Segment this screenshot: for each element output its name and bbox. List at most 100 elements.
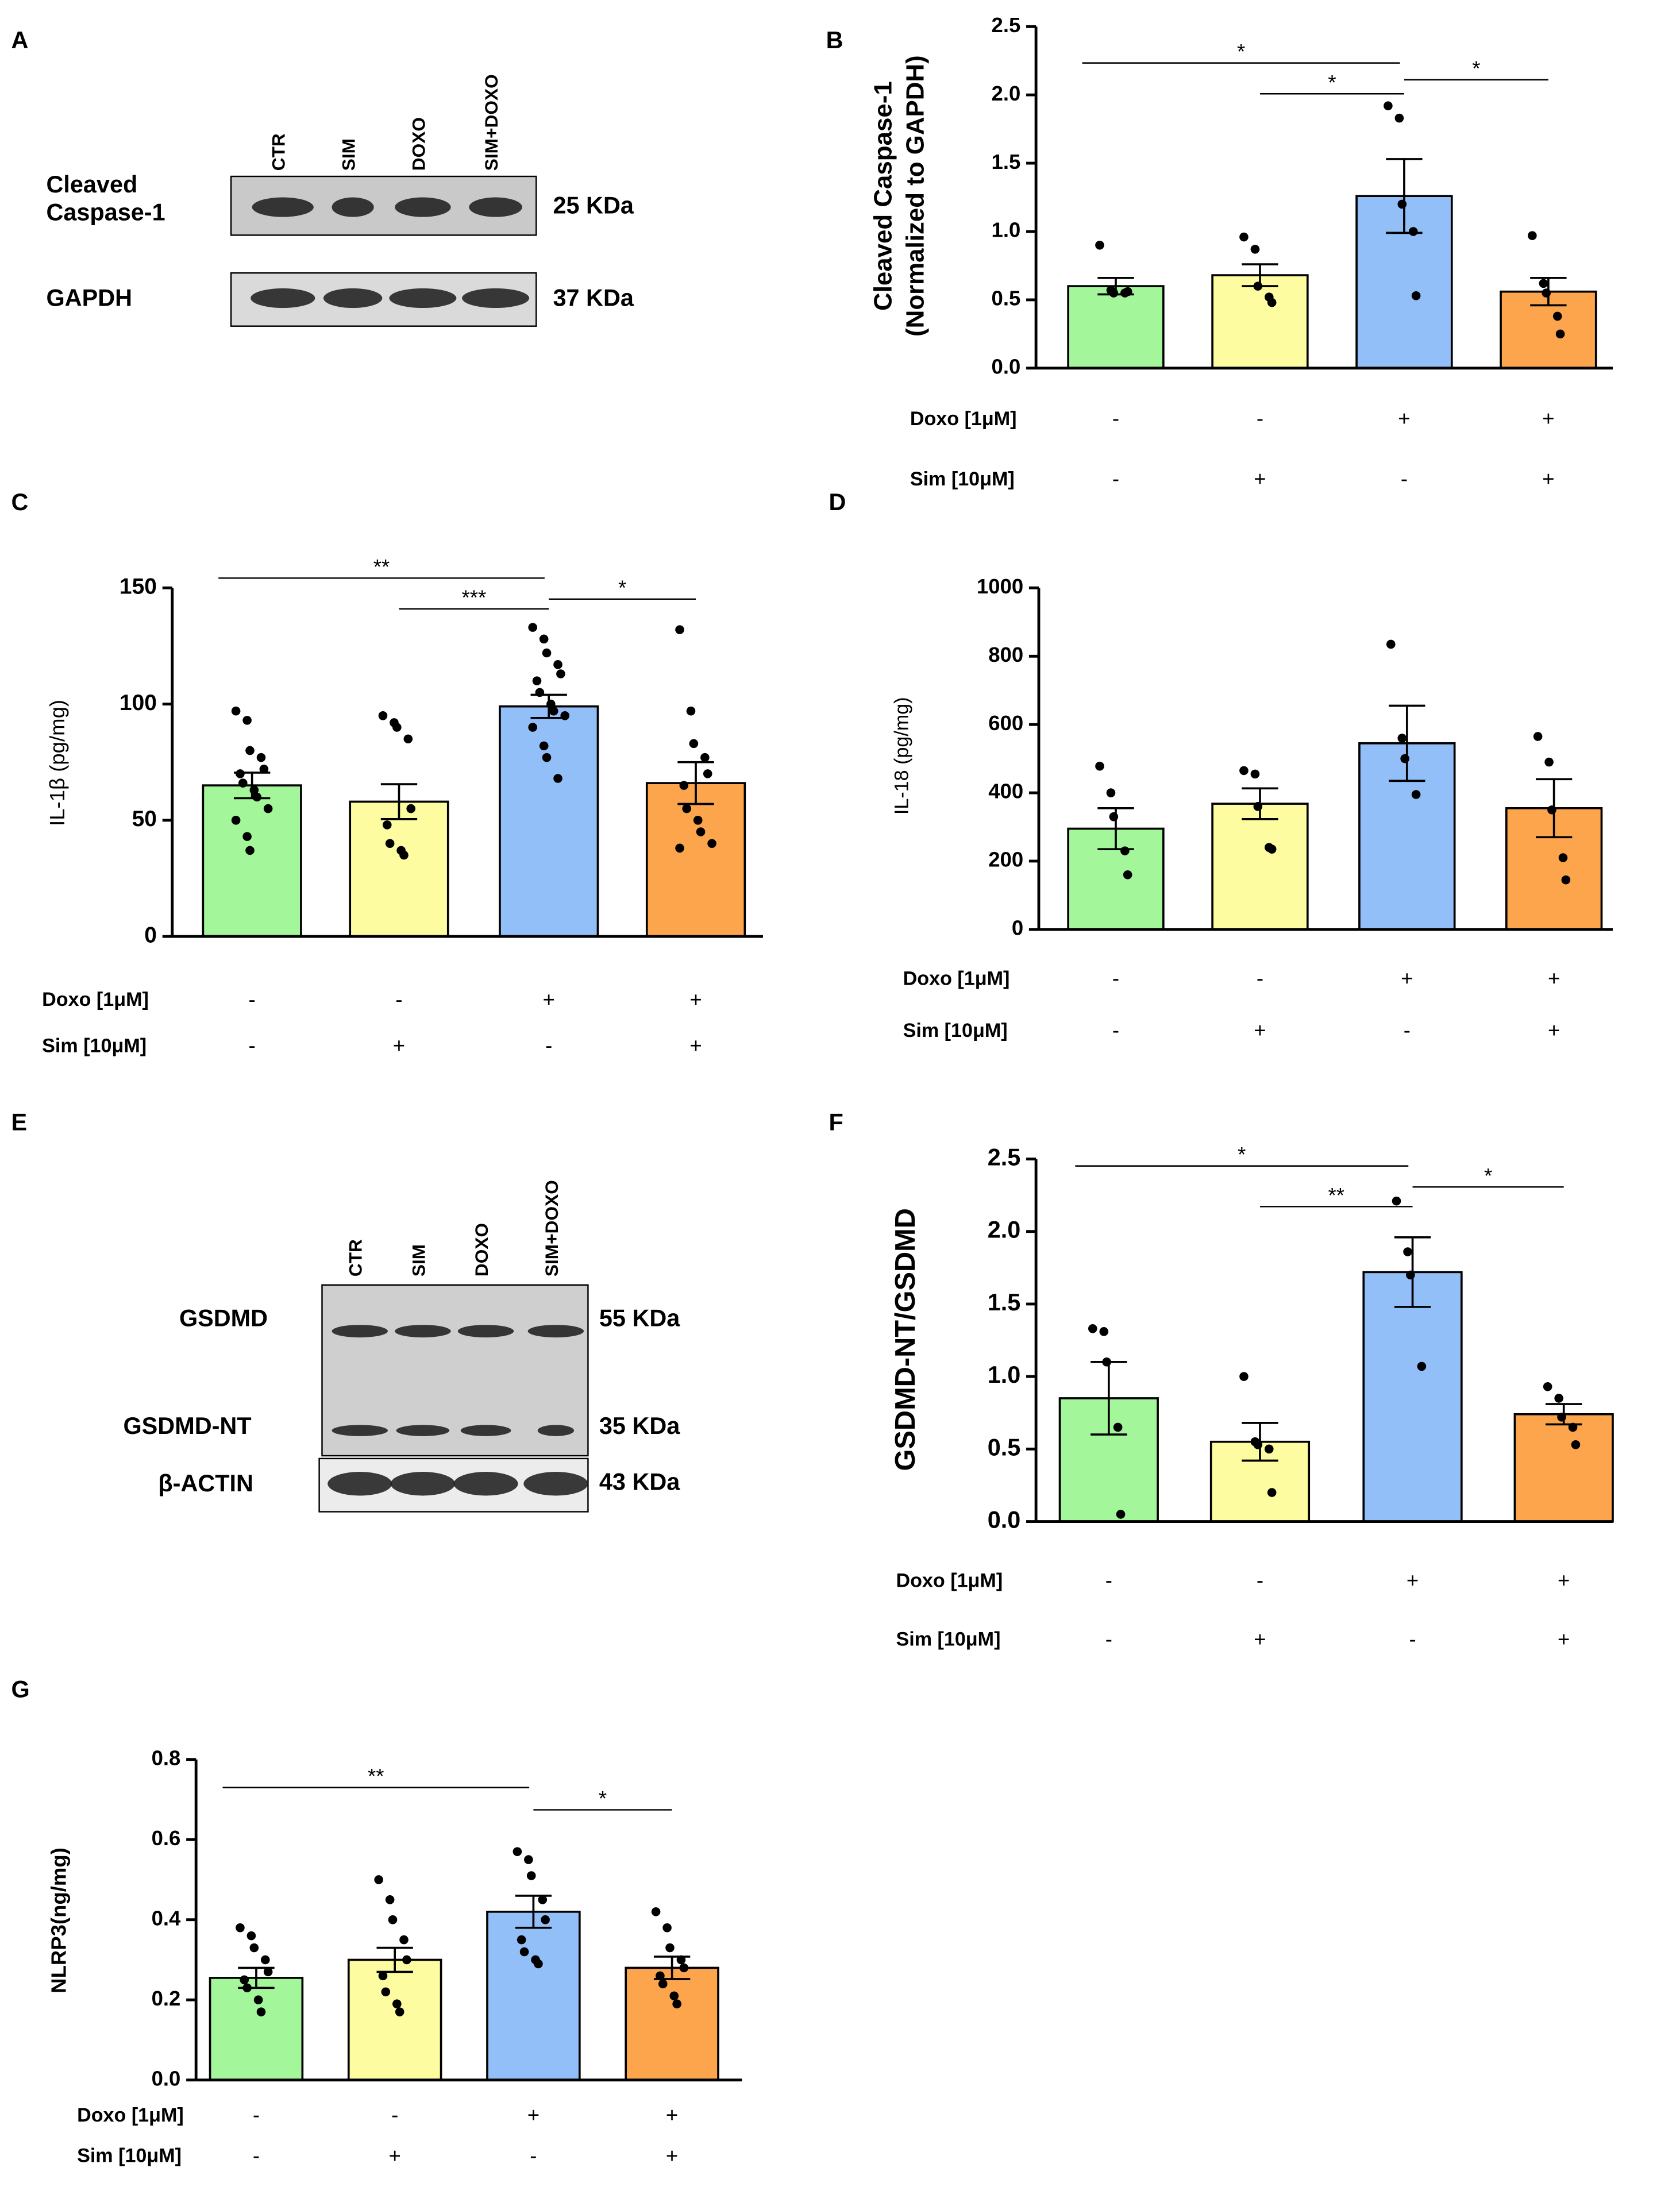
panel-letter: D [829,489,846,515]
data-point [519,1947,529,1957]
blot-band [390,1472,455,1496]
condition-sign: + [1401,966,1413,990]
data-point [528,623,537,632]
data-point [689,739,699,749]
condition-label: Sim [10μM] [903,1020,1008,1042]
significance-label: * [618,576,626,599]
data-point [682,804,691,813]
error-bar [653,1956,691,1980]
condition-sign: - [391,2103,398,2127]
blot-band [251,288,315,308]
data-point [651,1907,661,1916]
data-point [1403,1247,1412,1256]
data-point [261,1955,270,1965]
data-point [538,1895,548,1904]
blot-band [323,288,383,308]
bar [625,1966,719,2081]
blot-band [453,1472,518,1496]
data-point [675,625,684,634]
data-point [1120,846,1130,855]
data-point [1239,1372,1249,1381]
data-point [1265,1444,1274,1454]
data-point [1088,1324,1097,1333]
blot-band [395,197,451,217]
condition-sign: + [1558,1627,1570,1650]
y-tick-label: 400 [988,780,1023,803]
data-point [1113,1422,1123,1432]
data-point [382,820,392,830]
data-point [553,660,562,669]
data-point [1106,788,1116,797]
bar [1513,1413,1614,1523]
data-point [707,839,716,849]
error-bar [1242,1422,1278,1462]
data-point [374,1875,383,1884]
blot-band [396,1425,450,1436]
significance-label: ** [373,555,390,579]
data-point [399,1935,409,1945]
y-tick-label: 2.5 [988,1144,1021,1170]
condition-sign: + [1254,1627,1266,1650]
data-point [1095,240,1104,250]
significance-label: * [599,1787,607,1810]
lane-label: CTR [345,1239,366,1276]
lane-label: CTR [268,133,289,171]
size-label: 37 KDa [553,284,634,311]
data-point [385,1895,395,1904]
blot-band [395,1325,451,1338]
data-point [1417,1362,1427,1371]
data-point [1544,757,1554,767]
data-point [378,1971,388,1981]
data-point [1539,279,1548,288]
data-point [252,792,261,802]
protein-label: Caspase-1 [46,199,165,226]
lane-label: DOXO [471,1223,492,1276]
condition-label: Doxo [1μM] [910,408,1017,430]
condition-sign: + [1548,1018,1560,1042]
condition-sign: - [395,988,402,1011]
y-axis-label: NLRP3(ng/mg) [47,1848,70,1993]
bar [1211,274,1309,369]
data-point [1411,291,1421,300]
data-point [1386,639,1396,649]
y-tick-label: 0.5 [988,1434,1021,1460]
condition-label: Sim [10μM] [42,1035,147,1057]
data-point [231,706,241,716]
y-tick-label: 800 [988,643,1023,666]
data-point [253,1995,263,2005]
data-point [532,676,542,685]
y-tick-label: 0.5 [992,287,1021,310]
condition-label: Sim [10μM] [77,2145,182,2167]
y-tick-label: 1.5 [988,1289,1021,1316]
data-point [526,1871,536,1880]
significance-label: ** [1328,1183,1344,1207]
data-point [542,753,552,762]
protein-label: GSDMD [179,1305,268,1332]
blot-band [457,1325,514,1338]
condition-sign: - [249,988,256,1011]
y-axis-label: (Normalized to GAPDH) [901,55,930,337]
data-point [665,1943,675,1953]
data-point [541,1915,550,1925]
significance-label: * [1472,56,1480,80]
data-point [1571,1440,1581,1449]
condition-sign: - [253,2103,260,2127]
data-point [240,1975,249,1985]
data-point [1558,853,1568,862]
y-tick-label: 150 [120,574,157,599]
panel-letter: A [11,27,29,53]
y-tick-label: 1.5 [992,150,1021,173]
condition-label: Sim [10μM] [896,1629,1000,1650]
bar [1067,285,1165,369]
data-point [399,850,409,860]
data-point [517,1935,526,1945]
data-point [696,827,706,836]
data-point [524,1855,533,1864]
error-bar [1097,807,1134,850]
condition-sign: - [1257,966,1263,990]
data-point [402,1955,411,1965]
significance-label: * [1238,1143,1246,1166]
error-bar [515,1895,552,1929]
